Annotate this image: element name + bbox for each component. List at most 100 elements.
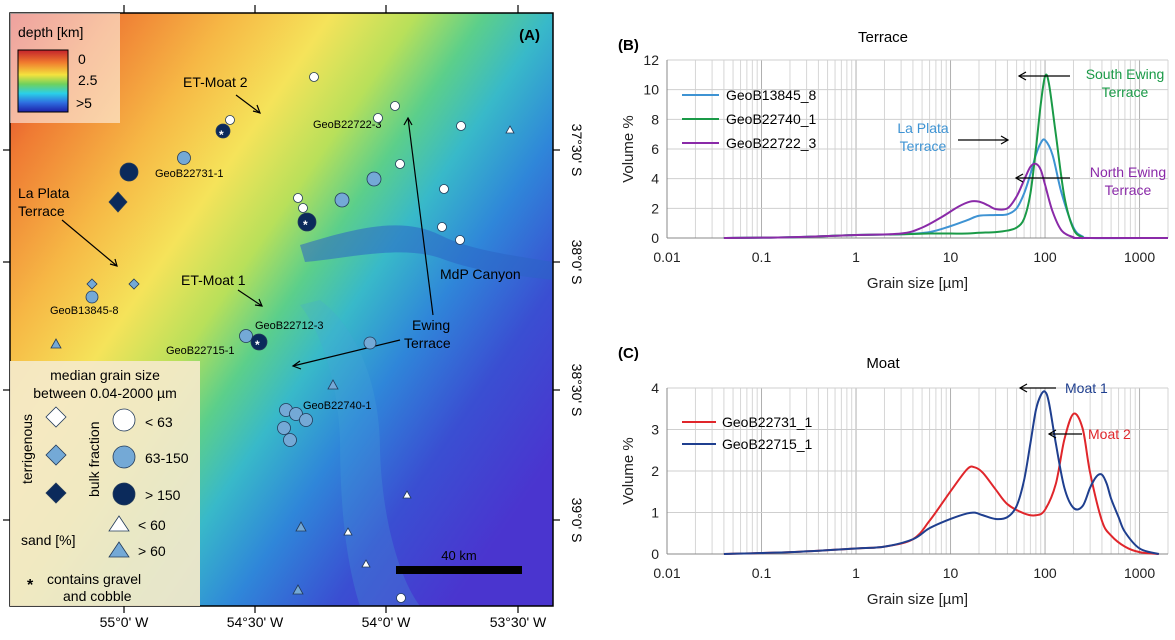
map-legend [10,361,200,606]
chart-b-annotations: South Ewing Terrace La Plata Terrace Nor… [897,66,1166,198]
lat-label: 38°0' S [569,240,585,285]
legend-gt150: > 150 [145,487,181,503]
legend-symbol [45,482,67,504]
b-xtick-label: 1000 [1124,249,1155,265]
sample-marker[interactable] [295,521,307,532]
gravel-asterisks: * * * [219,128,308,352]
legend-label-22740: GeoB22740_1 [726,111,817,127]
b-ytick-label: 10 [643,82,659,98]
lat-label: 38°30' S [569,364,585,417]
map-arrows [61,94,434,370]
sample-marker[interactable] [299,413,313,427]
sample-marker[interactable] [456,121,466,131]
sample-marker[interactable] [373,113,383,123]
legend-label-13845: GeoB13845_8 [726,87,817,103]
sample-marker[interactable] [402,490,412,499]
map-frame [9,12,554,607]
sample-marker[interactable] [86,278,98,290]
sample-marker[interactable] [455,235,465,245]
legend-symbol [45,444,67,466]
sample-marker[interactable] [277,421,291,435]
chart-b-title: Terrace [858,29,908,46]
annotation-south-ewing-2: Terrace [1102,84,1149,100]
legend-bulk-fraction: bulk fraction [86,422,102,497]
sample-marker[interactable] [390,101,400,111]
sample-marker[interactable] [396,593,406,603]
c-ytick-label: 2 [651,463,659,479]
asterisk-mark: * [219,128,224,142]
b-ylabel: Volume % [620,115,637,183]
terrace-chart: (B) Terrace 0 2 4 6 8 10 12 0.01 0.1 1 10 100 1000 Gr… [618,29,1169,292]
label-et-moat-2: ET-Moat 2 [183,74,248,90]
sample-marker[interactable] [128,278,140,290]
sample-marker[interactable] [298,203,308,213]
legend-label-22722: GeoB22722_3 [726,135,817,151]
sample-marker[interactable] [361,559,371,568]
sample-marker[interactable] [239,329,253,343]
sample-marker[interactable] [215,123,231,139]
sample-marker[interactable] [250,333,268,351]
legend-symbol [108,515,130,532]
legend-63-150: 63-150 [145,450,189,466]
sample-marker[interactable] [437,222,447,232]
c-xtick-label: 10 [943,565,959,581]
sample-label-22731: GeoB22731-1 [155,168,224,180]
sample-marker[interactable] [297,212,317,232]
sample-marker[interactable] [293,193,303,203]
lat-label: 39°0' S [569,498,585,543]
sample-marker[interactable] [292,584,304,595]
sample-marker[interactable] [289,407,303,421]
sample-marker[interactable] [225,115,235,125]
b-series-line-GeoB22740_1 [723,73,1169,240]
chart-c-grid [666,387,1169,555]
label-ewing-1: Ewing [412,317,450,333]
sample-marker[interactable] [85,290,99,304]
colorbar-title: depth [km] [18,24,83,40]
asterisk-mark: * [303,218,308,232]
sample-marker[interactable] [334,192,350,208]
label-la-plata-2: Terrace [18,203,65,219]
sample-marker[interactable] [177,151,191,165]
c-ytick-label: 3 [651,422,659,438]
sample-label-22722: GeoB22722-3 [313,119,382,131]
b-xtick-label: 10 [943,249,959,265]
lon-label: 54°0' W [362,614,412,630]
b-ytick-label: 6 [651,141,659,157]
bathymetry-map: (A) depth [km] 0 2.5 >5 ET-Moat 2 ET-Moa… [3,5,585,630]
chart-c-annotations: Moat 1 Moat 2 [1018,380,1131,442]
b-ytick-label: 2 [651,200,659,216]
annotation-la-plata-2: Terrace [900,138,947,154]
sample-marker[interactable] [366,171,382,187]
sample-marker[interactable] [439,184,449,194]
legend-lt60: < 60 [138,517,166,533]
b-ytick-label: 8 [651,111,659,127]
c-xlabel: Grain size [µm] [867,591,968,608]
c-ytick-label: 0 [651,546,659,562]
colorbar-tick-2-5: 2.5 [78,72,98,88]
sample-marker[interactable] [505,125,515,134]
moat-chart-panel: (C) Moat 0 1 2 3 4 0.01 0.1 1 10 100 1000 Grain siz… [600,318,1175,635]
sample-marker[interactable] [119,162,139,182]
sample-marker[interactable] [363,336,377,350]
chart-c-panel-label: (C) [618,345,639,362]
scale-bar [396,566,522,574]
slope-relief [300,300,420,606]
sample-marker[interactable] [395,159,405,169]
chart-c-axes: 0 1 2 3 4 0.01 0.1 1 10 100 1000 Grain size [µm] Vol… [620,380,1168,608]
sample-marker[interactable] [327,379,339,390]
sample-marker[interactable] [108,191,128,213]
sample-marker[interactable] [283,433,297,447]
sample-marker[interactable] [50,338,62,349]
lat-label: 37°30' S [569,124,585,177]
b-xtick-label: 100 [1033,249,1057,265]
legend-label-22731: GeoB22731_1 [722,414,813,430]
canyon-relief [300,225,553,280]
sample-marker[interactable] [343,527,353,536]
sample-label-13845: GeoB13845-8 [50,305,119,317]
lon-label: 54°30' W [227,614,284,630]
lon-label: 55°0' W [100,614,150,630]
chart-c-series [723,390,1160,555]
sample-marker[interactable] [309,72,319,82]
legend-gt60: > 60 [138,543,166,559]
colorbar [17,49,69,113]
